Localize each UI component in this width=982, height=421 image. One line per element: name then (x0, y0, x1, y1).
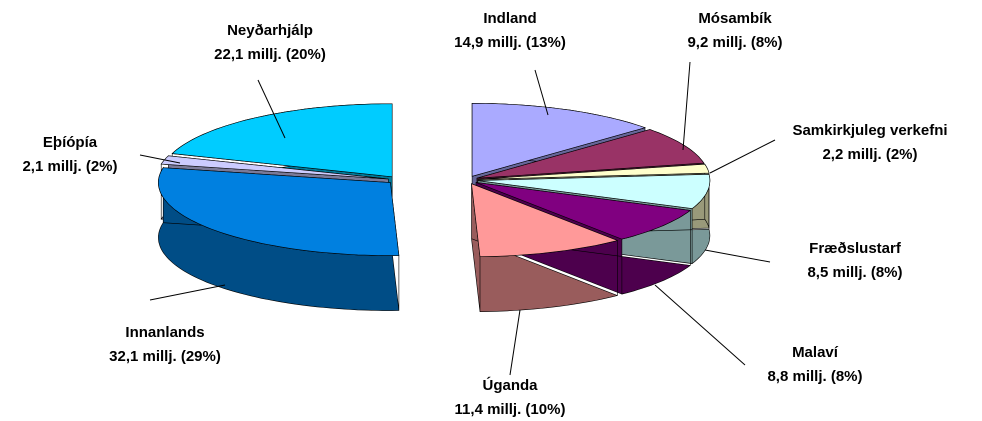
leader-line (149, 284, 226, 301)
slice (471, 102, 646, 177)
slice (158, 167, 400, 256)
slice (171, 103, 393, 178)
slice-value-label: 8,5 millj. (8%) (807, 264, 902, 281)
leader-line (704, 249, 771, 263)
leader-line (257, 79, 286, 139)
leader-line (709, 139, 776, 174)
slice-label: Innanlands (125, 324, 204, 341)
slice-label: Malaví (792, 344, 839, 361)
slice-value-label: 8,8 millj. (8%) (767, 368, 862, 385)
slice-value-label: 9,2 millj. (8%) (687, 34, 782, 51)
leader-line (654, 284, 746, 366)
slice-label: Indland (483, 10, 536, 27)
slice-label: Mósambík (698, 10, 772, 27)
slice-value-label: 22,1 millj. (20%) (214, 46, 326, 63)
slice-value-label: 2,1 millj. (2%) (22, 158, 117, 175)
slice-value-label: 14,9 millj. (13%) (454, 34, 566, 51)
slice (477, 163, 710, 180)
leader-line (534, 69, 549, 116)
slice-value-label: 32,1 millj. (29%) (109, 348, 221, 365)
slice-label: Eþíópía (43, 134, 98, 151)
leader-line (139, 154, 181, 164)
leader-line (509, 309, 521, 376)
slice (477, 173, 711, 209)
leader-line (682, 61, 691, 151)
slice-value-label: 2,2 millj. (2%) (822, 146, 917, 163)
slice (471, 183, 619, 258)
slice-label: Fræðslustarf (809, 240, 902, 257)
slice-label: Samkirkjuleg verkefni (792, 122, 947, 139)
slice-value-label: 11,4 millj. (10%) (455, 401, 566, 418)
slice (475, 182, 692, 240)
slice-label: Úganda (482, 376, 538, 394)
slice-label: Neyðarhjálp (227, 22, 313, 39)
